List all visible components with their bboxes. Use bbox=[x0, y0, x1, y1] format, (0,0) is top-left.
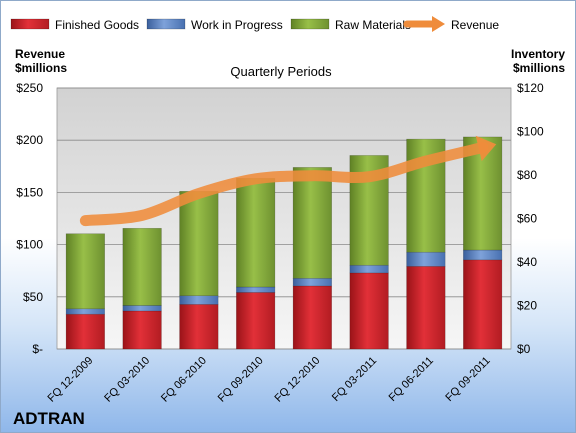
right-tick-label: $60 bbox=[517, 212, 537, 226]
legend-label-revenue: Revenue bbox=[451, 18, 499, 32]
bar-finished-goods bbox=[463, 259, 503, 350]
left-axis-ticks: $- $50 $100 $150 $200 $250 bbox=[16, 81, 43, 356]
bar-work-in-progress bbox=[236, 286, 276, 293]
right-tick-label: $0 bbox=[517, 342, 531, 356]
bar-finished-goods bbox=[236, 292, 276, 350]
x-tick-label: FQ 09-2010 bbox=[216, 355, 266, 405]
x-tick-label: FQ 12-2010 bbox=[273, 355, 323, 405]
company-name: ADTRAN bbox=[13, 409, 85, 428]
left-tick-label: $50 bbox=[23, 290, 43, 304]
bar-finished-goods bbox=[292, 285, 332, 350]
right-tick-label: $120 bbox=[517, 81, 544, 95]
legend-label-raw-materials: Raw Materials bbox=[335, 18, 411, 32]
revenue-line-path bbox=[79, 142, 489, 227]
left-tick-label: $150 bbox=[16, 185, 43, 199]
bar-finished-goods bbox=[65, 313, 105, 350]
bar-finished-goods bbox=[179, 304, 219, 350]
legend-swatch-finished-goods bbox=[10, 18, 50, 30]
chart-title: Quarterly Periods bbox=[230, 64, 332, 79]
right-tick-label: $40 bbox=[517, 255, 537, 269]
bar-work-in-progress bbox=[179, 295, 219, 305]
bar-work-in-progress bbox=[463, 249, 503, 261]
x-tick-label: FQ 09-2011 bbox=[443, 355, 492, 404]
left-axis-title-line2: $millions bbox=[15, 61, 68, 75]
legend-label-work-in-progress: Work in Progress bbox=[191, 18, 283, 32]
x-tick-label: FQ 06-2011 bbox=[387, 355, 436, 404]
bar-work-in-progress bbox=[349, 264, 389, 274]
bar-raw-materials bbox=[292, 167, 332, 279]
x-tick-label: FQ 06-2010 bbox=[159, 355, 209, 405]
left-tick-label: $100 bbox=[16, 238, 43, 252]
left-tick-label: $250 bbox=[16, 81, 43, 95]
right-axis-title: Inventory $millions bbox=[511, 47, 565, 75]
x-tick-label: FQ 03-2011 bbox=[330, 355, 379, 404]
legend-label-finished-goods: Finished Goods bbox=[55, 18, 139, 32]
right-axis-ticks: $0 $20 $40 $60 $80 $100 $120 bbox=[517, 81, 544, 356]
bar-finished-goods bbox=[349, 272, 389, 350]
bar-raw-materials bbox=[65, 233, 105, 310]
x-axis-ticks: FQ 12-2009 FQ 03-2010 FQ 06-2010 FQ 09-2010… bbox=[46, 355, 493, 405]
left-axis-title: Revenue $millions bbox=[15, 47, 67, 75]
bar-raw-materials bbox=[122, 227, 162, 306]
left-tick-label: $- bbox=[32, 342, 43, 356]
bar-raw-materials bbox=[179, 191, 219, 297]
legend-arrowhead bbox=[432, 16, 445, 32]
legend-swatch-work-in-progress bbox=[146, 18, 186, 30]
right-tick-label: $100 bbox=[517, 125, 544, 139]
right-tick-label: $20 bbox=[517, 299, 537, 313]
right-axis-title-line1: Inventory bbox=[510, 47, 565, 61]
bar-raw-materials bbox=[236, 177, 276, 288]
bar-work-in-progress bbox=[292, 278, 332, 287]
bar-work-in-progress bbox=[406, 251, 446, 267]
revenue-line bbox=[79, 135, 497, 227]
revenue-arrowhead bbox=[475, 135, 497, 162]
legend: Finished Goods Work in Progress Raw Materi… bbox=[10, 16, 499, 32]
legend-swatch-raw-materials bbox=[290, 18, 330, 30]
right-tick-label: $80 bbox=[517, 168, 537, 182]
bar-work-in-progress bbox=[122, 305, 162, 312]
x-tick-label: FQ 03-2010 bbox=[102, 355, 152, 405]
left-axis-title-line1: Revenue bbox=[15, 47, 66, 61]
left-tick-label: $200 bbox=[16, 133, 43, 147]
bar-work-in-progress bbox=[65, 308, 105, 315]
bar-finished-goods bbox=[122, 310, 162, 350]
bar-finished-goods bbox=[406, 266, 446, 350]
x-tick-label: FQ 12-2009 bbox=[46, 355, 96, 405]
right-axis-title-line2: $millions bbox=[512, 61, 565, 75]
